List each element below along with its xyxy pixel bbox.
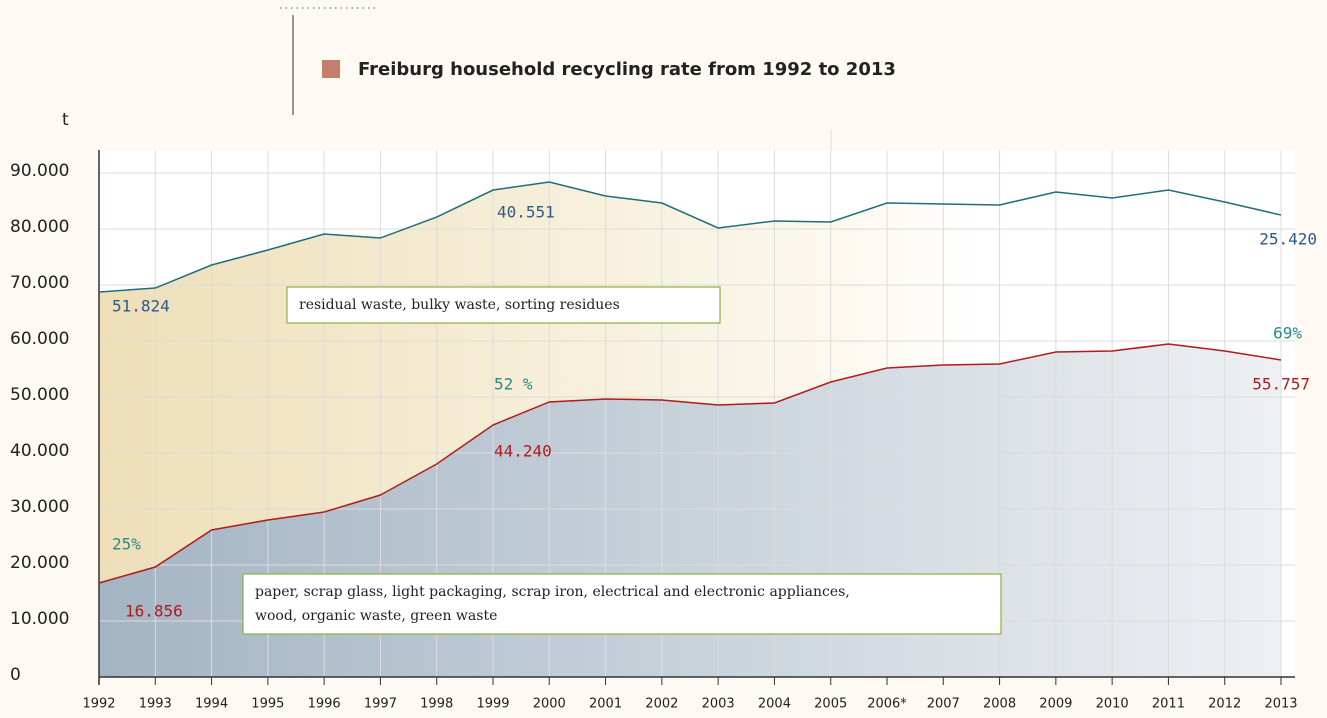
y-axis-label: t xyxy=(62,110,69,130)
area xyxy=(99,182,1281,583)
x-tick-label: 2013 xyxy=(1264,697,1297,712)
x-tick-label: 1998 xyxy=(420,697,453,712)
x-tick-label: 2009 xyxy=(1039,697,1072,712)
annotation: 51.824 xyxy=(112,297,170,316)
x-tick-label: 2010 xyxy=(1096,697,1129,712)
x-tick-label: 1993 xyxy=(139,697,172,712)
x-tick-label: 2002 xyxy=(645,697,678,712)
y-tick-label: 60.000 xyxy=(10,329,69,349)
x-tick-label: 2004 xyxy=(758,697,791,712)
chart-title: Freiburg household recycling rate from 1… xyxy=(358,59,896,80)
x-tick-label: 1999 xyxy=(476,697,509,712)
y-tick-label: 0 xyxy=(10,665,21,685)
box-text: wood, organic waste, green waste xyxy=(255,608,497,624)
x-tick-label: 2012 xyxy=(1208,697,1241,712)
x-tick-label: 2008 xyxy=(983,697,1016,712)
box-text: residual waste, bulky waste, sorting res… xyxy=(299,297,620,313)
y-tick-label: 50.000 xyxy=(10,385,69,405)
y-tick-label: 80.000 xyxy=(10,217,69,237)
annotation: 44.240 xyxy=(494,442,552,461)
annotation: 55.757 xyxy=(1252,375,1310,394)
annotation: 40.551 xyxy=(497,203,555,222)
label-box xyxy=(286,286,721,324)
y-tick-label: 40.000 xyxy=(10,441,69,461)
x-tick-label: 2003 xyxy=(702,697,735,712)
legend-swatch xyxy=(322,60,340,78)
x-tick-label: 2006* xyxy=(867,697,907,712)
box-text: paper, scrap glass, light packaging, scr… xyxy=(255,584,850,600)
x-tick-label: 1996 xyxy=(308,697,341,712)
x-tick-label: 1994 xyxy=(195,697,228,712)
label-box xyxy=(242,573,1002,635)
x-tick-label: 1992 xyxy=(82,697,115,712)
x-tick-label: 2007 xyxy=(927,697,960,712)
annotation: 69% xyxy=(1273,324,1302,343)
y-tick-label: 70.000 xyxy=(10,273,69,293)
x-tick-label: 1997 xyxy=(364,697,397,712)
x-tick-label: 2011 xyxy=(1152,697,1185,712)
x-tick-label: 1995 xyxy=(251,697,284,712)
line xyxy=(98,181,1282,293)
y-tick-label: 10.000 xyxy=(10,609,69,629)
y-tick-label: 90.000 xyxy=(10,161,69,181)
x-tick-label: 2001 xyxy=(589,697,622,712)
line xyxy=(98,343,1282,584)
annotation: 25% xyxy=(112,535,141,554)
y-tick-label: 30.000 xyxy=(10,497,69,517)
annotation: 16.856 xyxy=(125,602,183,621)
y-tick-label: 20.000 xyxy=(10,553,69,573)
annotation: 25.420 xyxy=(1259,230,1317,249)
x-tick-label: 2000 xyxy=(533,697,566,712)
annotation: 52 % xyxy=(494,375,533,394)
x-tick-label: 2005 xyxy=(814,697,847,712)
